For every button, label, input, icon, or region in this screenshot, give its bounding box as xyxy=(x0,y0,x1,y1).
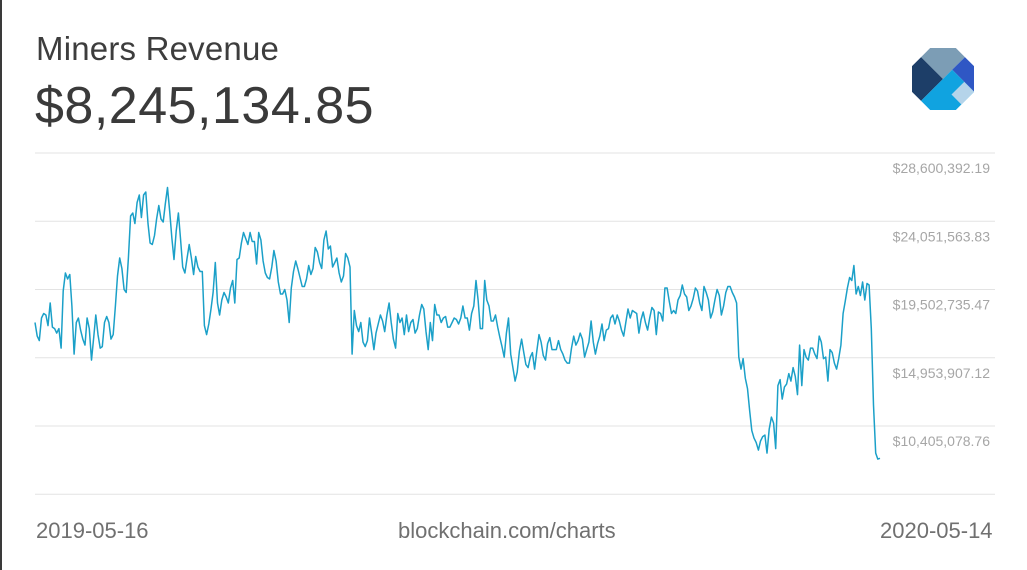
source-link[interactable]: blockchain.com/charts xyxy=(398,518,616,543)
series-line[interactable] xyxy=(34,186,881,460)
x-axis-end-date: 2020-05-14 xyxy=(880,518,993,543)
svg-text:$28,600,392.19: $28,600,392.19 xyxy=(893,160,991,176)
blockchain-logo-icon xyxy=(911,48,974,111)
svg-text:$10,405,078.76: $10,405,078.76 xyxy=(893,433,991,449)
x-axis-start-date: 2019-05-16 xyxy=(36,518,149,543)
window-left-border xyxy=(0,0,2,570)
current-value: $8,245,134.85 xyxy=(35,77,375,135)
chart-gridlines xyxy=(35,152,995,495)
chart-title: Miners Revenue xyxy=(36,30,280,67)
y-axis-labels: $28,600,392.19 $24,051,563.83 $19,502,735.… xyxy=(893,160,991,449)
svg-text:$14,953,907.12: $14,953,907.12 xyxy=(893,365,991,381)
svg-text:$19,502,735.47: $19,502,735.47 xyxy=(893,297,991,313)
svg-text:$24,051,563.83: $24,051,563.83 xyxy=(893,228,991,244)
